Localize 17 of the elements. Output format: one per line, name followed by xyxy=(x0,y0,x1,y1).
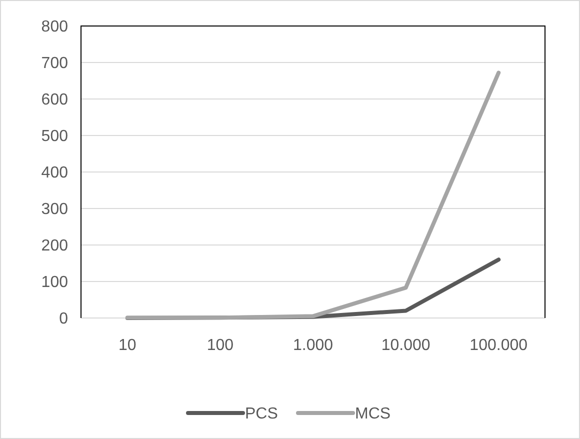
x-tick-label: 1.000 xyxy=(292,337,334,354)
x-tick-label: 100 xyxy=(206,337,234,354)
y-tick-label: 500 xyxy=(41,128,68,146)
x-tick-label: 10 xyxy=(118,337,136,354)
x-tick-label: 100.000 xyxy=(470,337,528,354)
legend-label: PCS xyxy=(245,406,278,423)
y-tick-label: 100 xyxy=(41,274,68,292)
y-tick-label: 700 xyxy=(41,55,68,72)
y-tick-label: 200 xyxy=(41,238,68,255)
x-tick-label: 10.000 xyxy=(381,337,430,354)
line-series xyxy=(125,70,501,320)
y-tick-label: 0 xyxy=(59,310,68,328)
legend-label: MCS xyxy=(355,406,391,423)
y-tick-label: 800 xyxy=(41,18,68,36)
y-tick-label: 300 xyxy=(41,201,68,218)
y-tick-label: 600 xyxy=(41,92,68,109)
y-tick-label: 400 xyxy=(41,164,68,182)
